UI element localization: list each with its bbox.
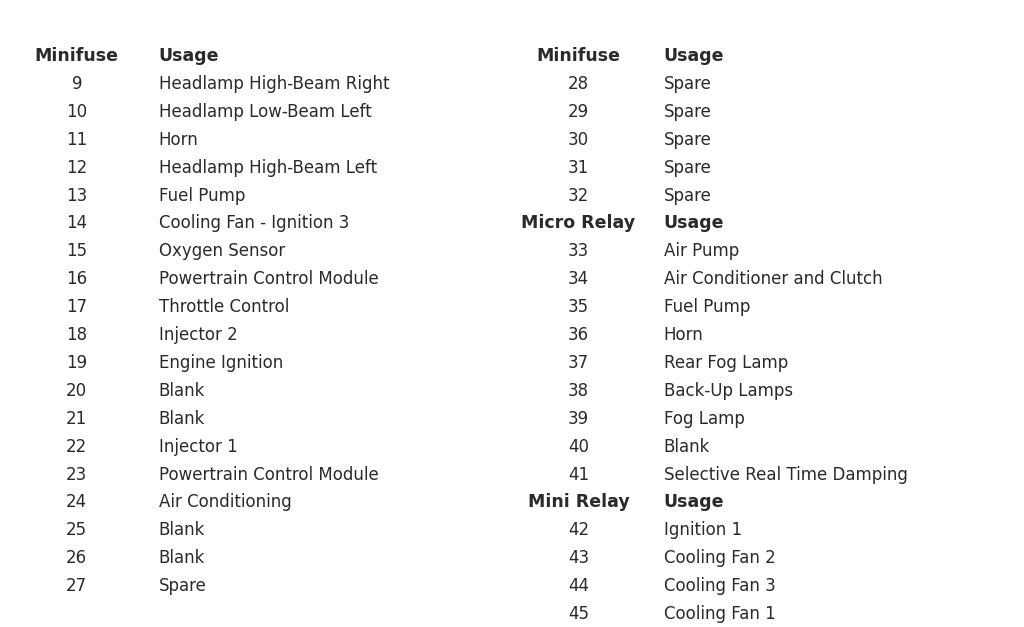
Text: Blank: Blank <box>159 521 205 539</box>
Text: 36: 36 <box>568 326 589 344</box>
Text: Air Conditioner and Clutch: Air Conditioner and Clutch <box>664 270 883 288</box>
Text: Micro Relay: Micro Relay <box>521 214 636 233</box>
Text: 27: 27 <box>67 577 87 595</box>
Text: 29: 29 <box>568 103 589 121</box>
Text: 21: 21 <box>67 409 87 428</box>
Text: 22: 22 <box>67 438 87 456</box>
Text: Back-Up Lamps: Back-Up Lamps <box>664 382 793 400</box>
Text: 19: 19 <box>67 354 87 372</box>
Text: 18: 18 <box>67 326 87 344</box>
Text: Headlamp Low-Beam Left: Headlamp Low-Beam Left <box>159 103 372 121</box>
Text: Air Conditioning: Air Conditioning <box>159 493 292 512</box>
Text: Cooling Fan - Ignition 3: Cooling Fan - Ignition 3 <box>159 214 349 233</box>
Text: Usage: Usage <box>664 214 724 233</box>
Text: Minifuse: Minifuse <box>35 47 119 65</box>
Text: 12: 12 <box>67 159 87 177</box>
Text: Spare: Spare <box>664 103 712 121</box>
Text: 16: 16 <box>67 270 87 288</box>
Text: 42: 42 <box>568 521 589 539</box>
Text: Horn: Horn <box>159 130 199 149</box>
Text: Blank: Blank <box>159 549 205 567</box>
Text: 39: 39 <box>568 409 589 428</box>
Text: Usage: Usage <box>159 47 219 65</box>
Text: 43: 43 <box>568 549 589 567</box>
Text: 11: 11 <box>67 130 87 149</box>
Text: 20: 20 <box>67 382 87 400</box>
Text: Spare: Spare <box>664 130 712 149</box>
Text: 14: 14 <box>67 214 87 233</box>
Text: Rear Fog Lamp: Rear Fog Lamp <box>664 354 787 372</box>
Text: Usage: Usage <box>664 493 724 512</box>
Text: 25: 25 <box>67 521 87 539</box>
Text: Blank: Blank <box>159 382 205 400</box>
Text: Blank: Blank <box>664 438 710 456</box>
Text: Spare: Spare <box>159 577 207 595</box>
Text: Injector 2: Injector 2 <box>159 326 238 344</box>
Text: Cooling Fan 1: Cooling Fan 1 <box>664 605 775 623</box>
Text: 26: 26 <box>67 549 87 567</box>
Text: 35: 35 <box>568 298 589 316</box>
Text: Engine Ignition: Engine Ignition <box>159 354 283 372</box>
Text: 31: 31 <box>568 159 589 177</box>
Text: Mini Relay: Mini Relay <box>527 493 630 512</box>
Text: Blank: Blank <box>159 409 205 428</box>
Text: Oxygen Sensor: Oxygen Sensor <box>159 242 285 260</box>
Text: Spare: Spare <box>664 159 712 177</box>
Text: 23: 23 <box>67 465 87 483</box>
Text: 40: 40 <box>568 438 589 456</box>
Text: Powertrain Control Module: Powertrain Control Module <box>159 465 379 483</box>
Text: 32: 32 <box>568 186 589 204</box>
Text: 34: 34 <box>568 270 589 288</box>
Text: Selective Real Time Damping: Selective Real Time Damping <box>664 465 907 483</box>
Text: 44: 44 <box>568 577 589 595</box>
Text: Cooling Fan 2: Cooling Fan 2 <box>664 549 775 567</box>
Text: Air Pump: Air Pump <box>664 242 738 260</box>
Text: 24: 24 <box>67 493 87 512</box>
Text: Ignition 1: Ignition 1 <box>664 521 741 539</box>
Text: Spare: Spare <box>664 186 712 204</box>
Text: 30: 30 <box>568 130 589 149</box>
Text: Injector 1: Injector 1 <box>159 438 238 456</box>
Text: Powertrain Control Module: Powertrain Control Module <box>159 270 379 288</box>
Text: 13: 13 <box>67 186 87 204</box>
Text: 38: 38 <box>568 382 589 400</box>
Text: Fuel Pump: Fuel Pump <box>159 186 245 204</box>
Text: Fuel Pump: Fuel Pump <box>664 298 750 316</box>
Text: Cooling Fan 3: Cooling Fan 3 <box>664 577 775 595</box>
Text: 17: 17 <box>67 298 87 316</box>
Text: Throttle Control: Throttle Control <box>159 298 289 316</box>
Text: 41: 41 <box>568 465 589 483</box>
Text: 37: 37 <box>568 354 589 372</box>
Text: Fog Lamp: Fog Lamp <box>664 409 744 428</box>
Text: 9: 9 <box>72 75 82 93</box>
Text: Headlamp High-Beam Right: Headlamp High-Beam Right <box>159 75 389 93</box>
Text: 45: 45 <box>568 605 589 623</box>
Text: Usage: Usage <box>664 47 724 65</box>
Text: 15: 15 <box>67 242 87 260</box>
Text: Spare: Spare <box>664 75 712 93</box>
Text: 28: 28 <box>568 75 589 93</box>
Text: 33: 33 <box>568 242 589 260</box>
Text: Minifuse: Minifuse <box>537 47 621 65</box>
Text: 10: 10 <box>67 103 87 121</box>
Text: Headlamp High-Beam Left: Headlamp High-Beam Left <box>159 159 377 177</box>
Text: Horn: Horn <box>664 326 703 344</box>
